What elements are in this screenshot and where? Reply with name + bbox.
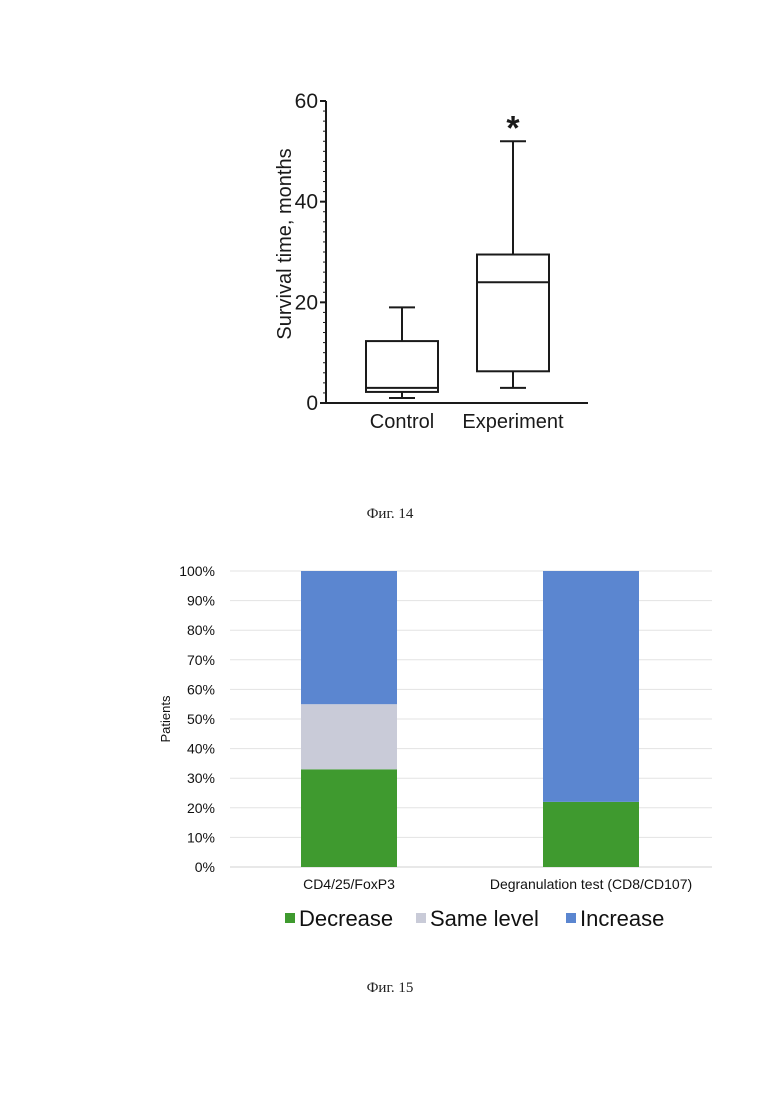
y-tick-label: 90% xyxy=(187,593,215,609)
y-tick-label: 100% xyxy=(179,563,215,579)
y-tick-label: 0% xyxy=(195,859,215,875)
y-tick-label: 70% xyxy=(187,652,215,668)
bar-segment-increase xyxy=(543,571,639,802)
y-tick-label: 20% xyxy=(187,800,215,816)
bar-segment-decrease xyxy=(543,802,639,867)
y-tick-label: 40% xyxy=(187,741,215,757)
legend-swatch xyxy=(566,913,576,923)
legend-label: Increase xyxy=(580,906,664,931)
figure-caption-15: Фиг. 15 xyxy=(0,980,780,997)
legend-swatch xyxy=(285,913,295,923)
y-axis-label: Patients xyxy=(158,695,173,742)
y-tick-label: 80% xyxy=(187,622,215,638)
legend-label: Same level xyxy=(430,906,539,931)
y-tick-label: 50% xyxy=(187,711,215,727)
bar-segment-decrease xyxy=(301,769,397,867)
y-tick-label: 10% xyxy=(187,829,215,845)
x-tick-label: CD4/25/FoxP3 xyxy=(303,876,395,892)
x-tick-label: Degranulation test (CD8/CD107) xyxy=(490,876,692,892)
y-tick-label: 30% xyxy=(187,770,215,786)
legend-label: Decrease xyxy=(299,906,393,931)
bar-segment-same-level xyxy=(301,704,397,769)
bar-segment-increase xyxy=(301,571,397,704)
legend-swatch xyxy=(416,913,426,923)
y-tick-label: 60% xyxy=(187,681,215,697)
